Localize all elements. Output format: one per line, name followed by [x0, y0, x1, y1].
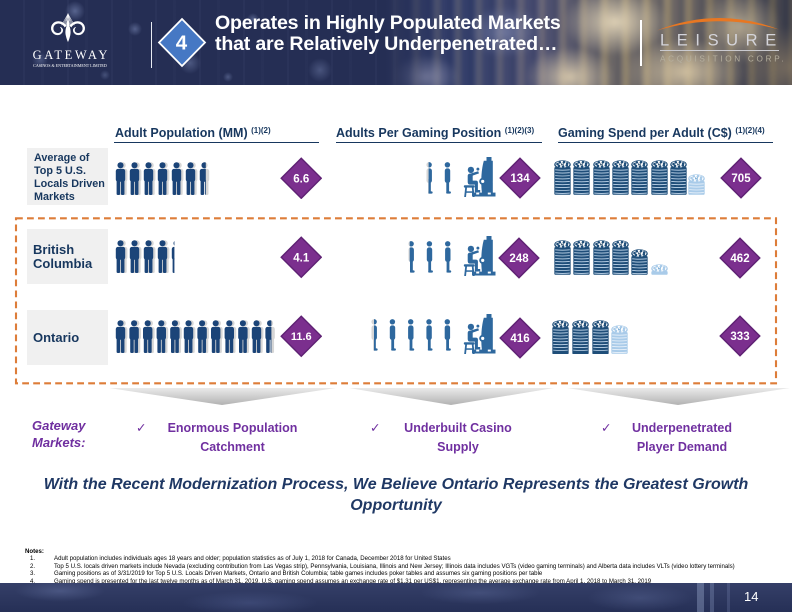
- svg-text:5: 5: [562, 242, 564, 246]
- svg-text:6.6: 6.6: [293, 173, 309, 185]
- svg-text:4: 4: [176, 32, 188, 55]
- svg-text:333: 333: [730, 331, 749, 343]
- svg-text:5: 5: [562, 163, 564, 167]
- svg-text:248: 248: [509, 253, 529, 265]
- svg-text:11.6: 11.6: [291, 331, 312, 343]
- svg-text:5: 5: [581, 242, 583, 246]
- svg-text:4.1: 4.1: [293, 253, 310, 265]
- svg-text:LEISURE: LEISURE: [660, 32, 784, 50]
- svg-text:5: 5: [560, 322, 562, 326]
- svg-text:5: 5: [639, 251, 641, 255]
- svg-text:5: 5: [600, 322, 602, 326]
- svg-text:5: 5: [658, 163, 660, 167]
- svg-text:5: 5: [619, 242, 621, 246]
- svg-text:705: 705: [731, 173, 751, 185]
- svg-text:5: 5: [639, 163, 641, 167]
- svg-text:5: 5: [581, 163, 583, 167]
- svg-text:462: 462: [730, 253, 749, 265]
- svg-text:5: 5: [677, 163, 679, 167]
- svg-text:5: 5: [619, 163, 621, 167]
- svg-text:ACQUISITION CORP.: ACQUISITION CORP.: [660, 55, 784, 64]
- svg-text:416: 416: [510, 333, 529, 345]
- svg-text:134: 134: [510, 173, 530, 185]
- svg-text:5: 5: [619, 327, 621, 331]
- svg-text:5: 5: [658, 266, 660, 270]
- svg-text:5: 5: [695, 176, 697, 180]
- svg-text:5: 5: [600, 242, 602, 246]
- svg-text:5: 5: [600, 163, 602, 167]
- svg-text:5: 5: [580, 322, 582, 326]
